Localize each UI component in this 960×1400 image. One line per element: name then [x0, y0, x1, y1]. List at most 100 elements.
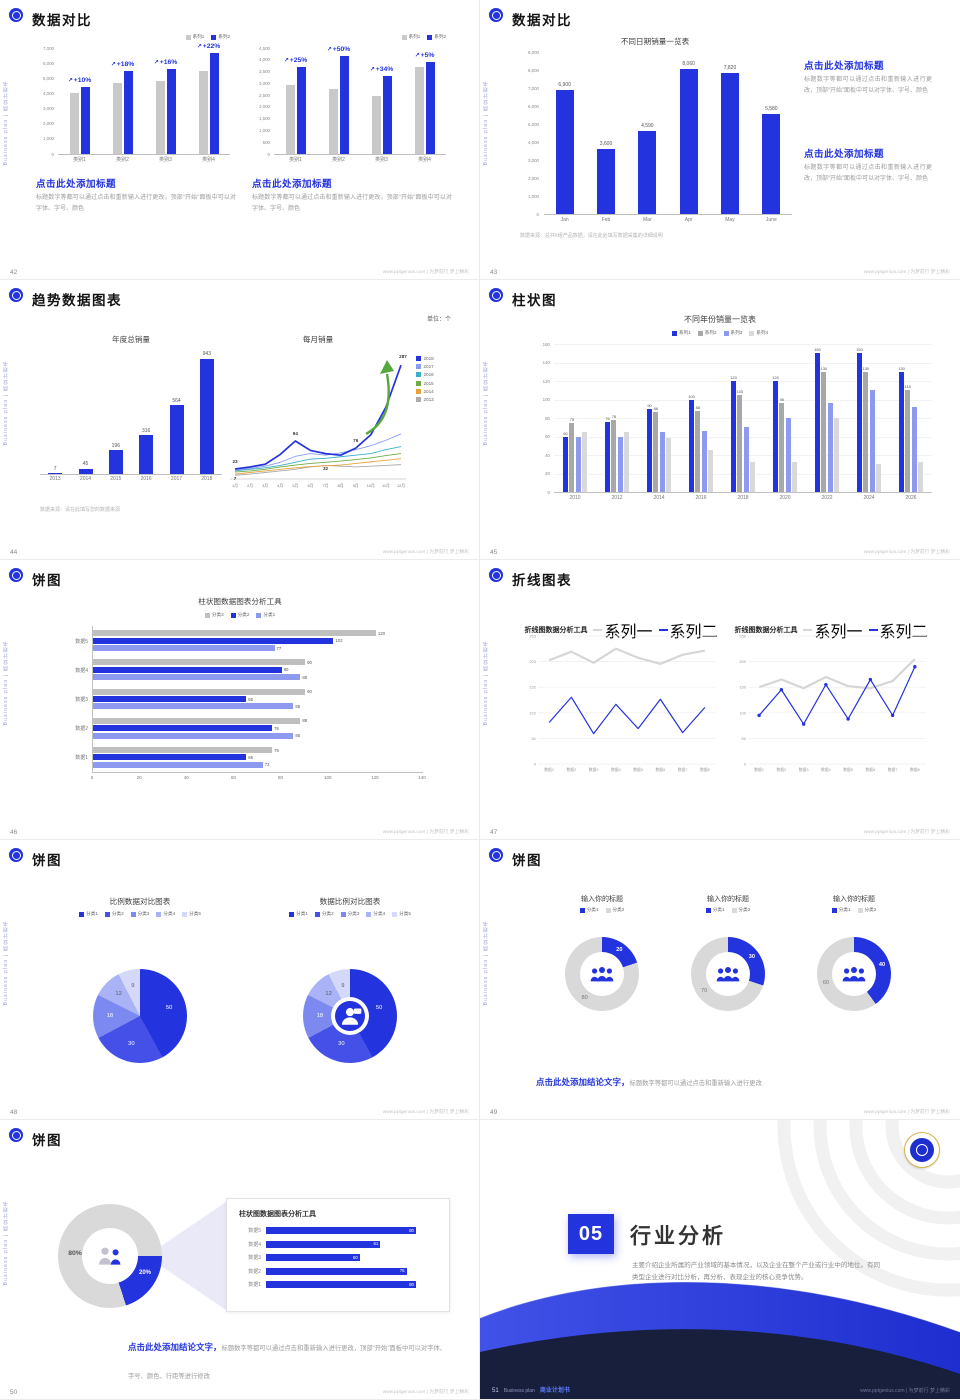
legend-label: 分类4: [163, 911, 176, 916]
panel-title: 柱状图数据图表分析工具: [239, 1211, 316, 1218]
chart-legend: 系列1 系列2: [401, 34, 446, 40]
slide-45-thumbnail[interactable]: Business plan | 商业计划书 柱状图 不同年份销量一览表 系列1 系列…: [480, 280, 960, 560]
slide-47-thumbnail[interactable]: Business plan | 商业计划书 折线图表 折线图数据分析工具 系列一系…: [480, 560, 960, 840]
sidebar-watermark: Business plan | 商业计划书: [3, 1200, 9, 1286]
annotation-label: 76: [353, 438, 359, 444]
y-axis-label: 8,000: [528, 67, 539, 73]
legend-label: 分类1: [712, 907, 725, 912]
x-axis-label: Apr: [684, 217, 693, 223]
panel-row: 数据1 80: [239, 1281, 437, 1288]
x-axis-label: 40: [183, 775, 189, 780]
bar-series1: [414, 66, 424, 154]
value-label: 4,590: [641, 123, 654, 130]
y-axis-label: 2,000: [259, 104, 270, 110]
donut-card: 输入你的标题 分类1 分类2 20 80: [545, 894, 659, 1044]
bar: [707, 450, 713, 492]
slide-46-thumbnail[interactable]: Business plan | 商业计划书 饼图 柱状图数据图表分析工具 分类3 分…: [0, 560, 480, 840]
bar-series2: [382, 76, 392, 154]
chart-title: 折线图数据分析工具: [524, 627, 588, 634]
value-label: 564: [172, 397, 181, 404]
x-axis-label: 类别1: [73, 157, 86, 163]
slide-50-thumbnail[interactable]: Business plan | 商业计划书 饼图 80% 20% 柱状图数据图表分析…: [0, 1120, 480, 1400]
slide-content: 不同日期销量一览表 9,000 8,000 7,000 6,000 5,000 4,000 3…: [480, 0, 960, 279]
x-axis-label: 数据1: [754, 767, 764, 772]
legend-label: 分类3: [137, 911, 150, 916]
legend-swatch-icon: [697, 330, 703, 336]
slide-content: 80% 20% 柱状图数据图表分析工具 数据5 80 数据4 61 数据3 50 数据2 75 数据1…: [0, 1120, 479, 1399]
plot-area: ↗+25% ↗+50% ↗+34% ↗+5%: [274, 46, 446, 155]
slide-43-thumbnail[interactable]: Business plan | 商业计划书 数据对比 不同日期销量一览表 9,00…: [480, 0, 960, 280]
row-label: 数据5: [248, 1228, 261, 1234]
row-value: 75: [399, 1268, 405, 1274]
x-axis-label: 120: [371, 775, 379, 780]
block-heading: 点击此处添加标题: [252, 179, 333, 190]
x-axis-label: Mar: [643, 217, 652, 223]
funnel-shape: [156, 1202, 226, 1310]
slice-label: 18: [316, 1012, 324, 1019]
legend-item: 系列一: [803, 618, 863, 642]
category-label: 数据3: [75, 697, 88, 703]
up-arrow-icon: ↗: [196, 43, 202, 50]
slide-44-thumbnail[interactable]: Business plan | 商业计划书 趋势数据图表 单位：个 年度总销量 7 4…: [0, 280, 480, 560]
legend-item: 2015: [416, 380, 434, 386]
value-label: 7,820: [723, 65, 737, 72]
text-block: 点击此处添加标题 标题数字等都可以通过点击和重新输入进行更改，顶部“开始”面板中可…: [252, 176, 452, 215]
slide-49-thumbnail[interactable]: Business plan | 商业计划书 饼图 输入你的标题 分类1 分类2 20 8…: [480, 840, 960, 1120]
site-watermark: www.pptgenius.com | 为梦前行 梦上精彩: [863, 550, 950, 555]
rest-label: 70: [701, 988, 708, 995]
legend-swatch-icon: [204, 612, 210, 618]
plot-area: 120 102 77 90 80 88 90 65 85 88 76 85 76 65 72: [92, 626, 423, 773]
donut-hole: [706, 952, 750, 996]
chart-legend: 分类1 分类2: [552, 907, 652, 913]
y-axis-label: 160: [542, 341, 550, 347]
conclusion-heading: 点击此处添加结论文字，: [128, 1342, 222, 1352]
bar: [737, 394, 743, 492]
slice-label: 18: [106, 1012, 114, 1019]
site-watermark: www.pptgenius.com | 为梦前行 梦上精彩: [382, 1110, 469, 1115]
sidebar-watermark: Business plan | 商业计划书: [3, 80, 9, 166]
y-axis-label: 0: [51, 151, 54, 157]
data-point-marker: [779, 688, 784, 692]
value-label: 78: [611, 413, 617, 419]
legend-item: 分类2: [731, 907, 750, 913]
value-label: 40: [878, 961, 886, 968]
value-label: 6,900: [558, 81, 571, 88]
conclusion-body: 标题数字等都可以通过点击和重新输入进行更改: [629, 1080, 762, 1087]
x-axis-label: 数据2: [567, 767, 577, 772]
legend-item: 分类1: [79, 911, 98, 917]
legend-swatch-icon: [401, 34, 407, 40]
brand-logo-icon: [9, 568, 23, 582]
x-axis-label: June: [765, 217, 777, 223]
slide-content: 不同年份销量一览表 系列1 系列2 系列3 系列4 160 140 120 100 80 60 40 2…: [480, 280, 960, 559]
value-label: 75: [569, 416, 575, 422]
chart-header: 折线图数据分析工具 系列一 系列二: [522, 618, 720, 642]
chart-legend: 系列1 系列2: [185, 34, 230, 40]
slide-48-thumbnail[interactable]: Business plan | 商业计划书 饼图 比例数据对比图表 分类1 分类2 分…: [0, 840, 480, 1120]
y-axis-label: 60: [545, 434, 550, 439]
legend-swatch-icon: [705, 907, 711, 913]
bar: [791, 462, 797, 492]
bar-series1: [112, 82, 122, 154]
legend-swatch-icon: [289, 911, 295, 917]
value-label: 80: [283, 667, 289, 673]
slice-label: 30: [338, 1041, 345, 1048]
legend-label: 分类1: [838, 907, 851, 912]
legend-swatch-icon: [579, 907, 585, 913]
slide-42-thumbnail[interactable]: Business plan | 商业计划书 数据对比 系列1 系列2 7,000 6,…: [0, 0, 480, 280]
slide-51-thumbnail[interactable]: 05 行业分析 主要介绍企业所属的产业领域的基本情况，以及企业在整个产业或行业中…: [480, 1120, 960, 1400]
x-axis-label: 2016: [695, 495, 707, 501]
y-axis-label: 9,000: [528, 49, 539, 55]
legend-item: 分类4: [366, 911, 385, 917]
x-axis-label: 7月: [322, 484, 329, 488]
x-axis-label: 数据4: [611, 767, 621, 772]
y-axis-label: 3,500: [259, 69, 270, 75]
badge-core-icon: [916, 1144, 928, 1156]
plot-area: 60 75 76 78 90 86 100 88 120 105 120 96 150 130 150 130…: [554, 344, 932, 493]
slide-number: 46: [10, 829, 18, 836]
legend-label: 系列1: [192, 34, 205, 39]
person-icon: [335, 1001, 365, 1031]
legend-swatch-icon: [857, 907, 863, 913]
y-axis-label: 6,000: [528, 103, 539, 109]
category-label: 数据1: [75, 755, 88, 762]
